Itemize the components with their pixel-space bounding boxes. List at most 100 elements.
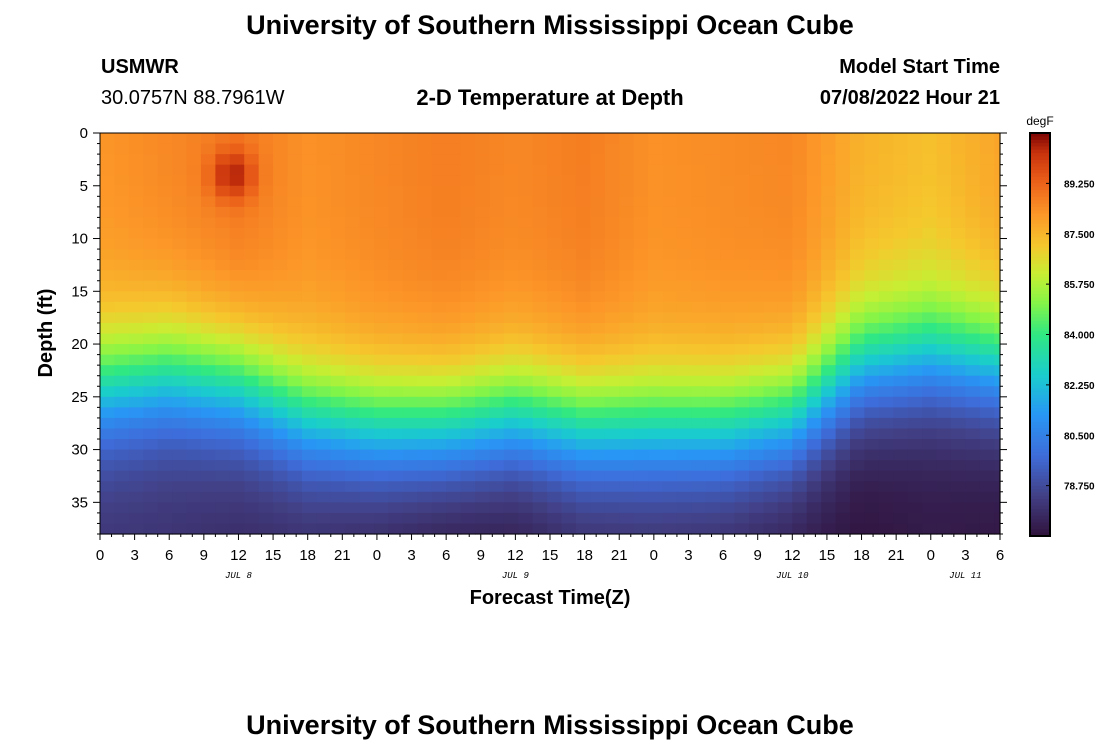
heatmap-cell <box>965 502 981 514</box>
heatmap-cell <box>547 301 563 313</box>
heatmap-cell <box>503 301 519 313</box>
heatmap-cell <box>734 375 750 387</box>
heatmap-cell <box>143 312 159 324</box>
heatmap-cell <box>720 396 736 408</box>
heatmap-cell <box>532 280 548 292</box>
heatmap-cell <box>518 460 534 472</box>
heatmap-cell <box>200 143 216 155</box>
heatmap-cell <box>878 227 894 240</box>
heatmap-cell <box>777 227 793 240</box>
heatmap-cell <box>893 280 909 292</box>
heatmap-cell <box>388 227 404 240</box>
heatmap-cell <box>561 333 577 345</box>
heatmap-cell <box>864 259 880 271</box>
x-tick-label: 18 <box>853 547 870 564</box>
heatmap-cell <box>922 291 938 303</box>
heatmap-cell <box>878 365 894 377</box>
heatmap-cell <box>200 322 216 335</box>
heatmap-cell <box>907 249 923 261</box>
heatmap-cell <box>258 428 274 440</box>
heatmap-cell <box>186 217 202 229</box>
heatmap-cell <box>864 206 880 219</box>
heatmap-cell <box>114 270 130 282</box>
colorbar-cell <box>1030 250 1050 255</box>
heatmap-cell <box>330 249 346 261</box>
heatmap-cell <box>143 291 159 303</box>
heatmap-cell <box>388 354 404 366</box>
heatmap-cell <box>388 375 404 387</box>
heatmap-cell <box>417 280 433 292</box>
heatmap-cell <box>922 196 938 208</box>
heatmap-cell <box>676 354 692 366</box>
heatmap-cell <box>676 365 692 377</box>
heatmap-cell <box>691 439 707 451</box>
colorbar-cell <box>1030 324 1050 329</box>
colorbar-cell <box>1030 294 1050 299</box>
heatmap-cell <box>821 143 837 155</box>
heatmap-cell <box>734 470 750 482</box>
heatmap-cell <box>907 133 923 145</box>
colorbar-cell <box>1030 136 1050 141</box>
heatmap-cell <box>100 333 116 345</box>
heatmap-cell <box>359 333 375 345</box>
heatmap-cell <box>965 227 981 240</box>
heatmap-cell <box>821 354 837 366</box>
heatmap-cell <box>460 417 476 430</box>
heatmap-cell <box>561 512 577 525</box>
heatmap-cell <box>878 481 894 493</box>
heatmap-cell <box>330 185 346 197</box>
heatmap-cell <box>878 460 894 472</box>
heatmap-cell <box>489 354 505 366</box>
heatmap-cell <box>287 491 303 503</box>
colorbar-cell <box>1030 431 1050 436</box>
heatmap-cell <box>316 417 332 430</box>
heatmap-cell <box>446 206 462 219</box>
heatmap-cell <box>128 301 144 313</box>
heatmap-cell <box>965 185 981 197</box>
heatmap-cell <box>864 133 880 145</box>
heatmap-cell <box>648 460 664 472</box>
heatmap-cell <box>172 375 188 387</box>
heatmap-cell <box>633 407 649 419</box>
heatmap-cell <box>864 238 880 250</box>
heatmap-cell <box>100 439 116 451</box>
heatmap-cell <box>345 428 361 440</box>
heatmap-cell <box>864 217 880 229</box>
heatmap-cell <box>518 133 534 145</box>
heatmap-cell <box>172 449 188 461</box>
heatmap-cell <box>157 512 173 525</box>
heatmap-cell <box>229 417 245 430</box>
heatmap-cell <box>186 417 202 430</box>
heatmap-cell <box>604 270 620 282</box>
heatmap-cell <box>402 206 418 219</box>
heatmap-cell <box>100 417 116 430</box>
heatmap-cell <box>374 270 390 282</box>
heatmap-cell <box>547 428 563 440</box>
heatmap-cell <box>330 259 346 271</box>
heatmap-cell <box>835 417 851 430</box>
heatmap-cell <box>100 270 116 282</box>
heatmap-cell <box>763 449 779 461</box>
heatmap-cell <box>215 143 231 155</box>
heatmap-cell <box>258 481 274 493</box>
heatmap-cell <box>186 227 202 240</box>
heatmap-cell <box>936 375 952 387</box>
heatmap-cell <box>907 396 923 408</box>
heatmap-cell <box>749 164 765 176</box>
heatmap-cell <box>330 322 346 335</box>
heatmap-cell <box>561 185 577 197</box>
heatmap-cell <box>907 449 923 461</box>
heatmap-cell <box>374 470 390 482</box>
heatmap-cell <box>676 196 692 208</box>
heatmap-cell <box>763 206 779 219</box>
heatmap-cell <box>359 428 375 440</box>
heatmap-cell <box>604 280 620 292</box>
heatmap-cell <box>806 396 822 408</box>
heatmap-cell <box>532 523 548 535</box>
heatmap-cell <box>561 259 577 271</box>
heatmap-cell <box>850 249 866 261</box>
heatmap-cell <box>575 470 591 482</box>
heatmap-cell <box>907 238 923 250</box>
heatmap-cell <box>619 196 635 208</box>
heatmap-cell <box>100 344 116 356</box>
